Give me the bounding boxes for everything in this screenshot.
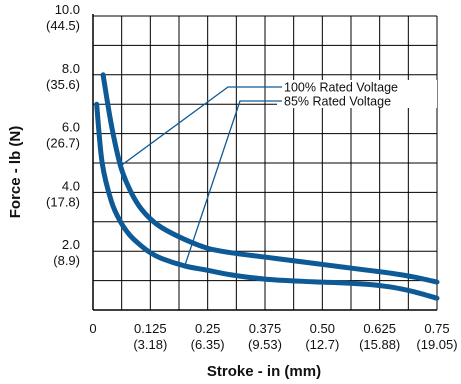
x-tick-sublabel: (15.88) (359, 337, 400, 352)
x-tick-label: 0.625 (363, 321, 396, 336)
tick-labels: 0 0.125(3.18) 0.25(6.35) 0.375(9.53) 0.50(12… (46, 2, 458, 352)
x-tick-sublabel: (3.18) (133, 337, 167, 352)
legend-label-100-percent: 100% Rated Voltage (284, 81, 398, 95)
x-tick-label: 0.25 (195, 321, 220, 336)
y-tick-label: 8.0 (62, 61, 80, 76)
y-tick-sublabel: (44.5) (46, 18, 80, 33)
legend-leader-85-percent (184, 100, 282, 267)
x-tick-label: 0.375 (249, 321, 282, 336)
x-tick-sublabel: (12.7) (305, 337, 339, 352)
legend-leader-100-percent (120, 86, 282, 167)
y-tick-label: 10.0 (55, 2, 80, 17)
series-85-percent-line (94, 101, 440, 301)
y-tick-label: 2.0 (62, 237, 80, 252)
legend-label-85-percent: 85% Rated Voltage (284, 95, 391, 109)
y-tick-label: 6.0 (62, 120, 80, 135)
y-tick-sublabel: (17.8) (46, 194, 80, 209)
legend-background (277, 80, 437, 108)
x-tick-sublabel: (19.05) (416, 337, 457, 352)
x-tick-label: 0.125 (134, 321, 167, 336)
x-tick-label: 0 (89, 321, 96, 336)
y-tick-sublabel: (35.6) (46, 77, 80, 92)
y-tick-sublabel: (8.9) (53, 253, 80, 268)
x-tick-sublabel: (9.53) (248, 337, 282, 352)
x-tick-sublabel: (6.35) (191, 337, 225, 352)
y-tick-label: 4.0 (62, 178, 80, 193)
y-tick-sublabel: (26.7) (46, 136, 80, 151)
grid (92, 14, 438, 311)
x-tick-label: 0.75 (424, 321, 449, 336)
x-axis-title: Stroke - in (mm) (207, 363, 321, 380)
x-tick-label: 0.50 (310, 321, 335, 336)
series-100-percent-line (100, 72, 440, 285)
series-lines (94, 72, 440, 301)
y-axis-title: Force - lb (N) (7, 126, 24, 219)
